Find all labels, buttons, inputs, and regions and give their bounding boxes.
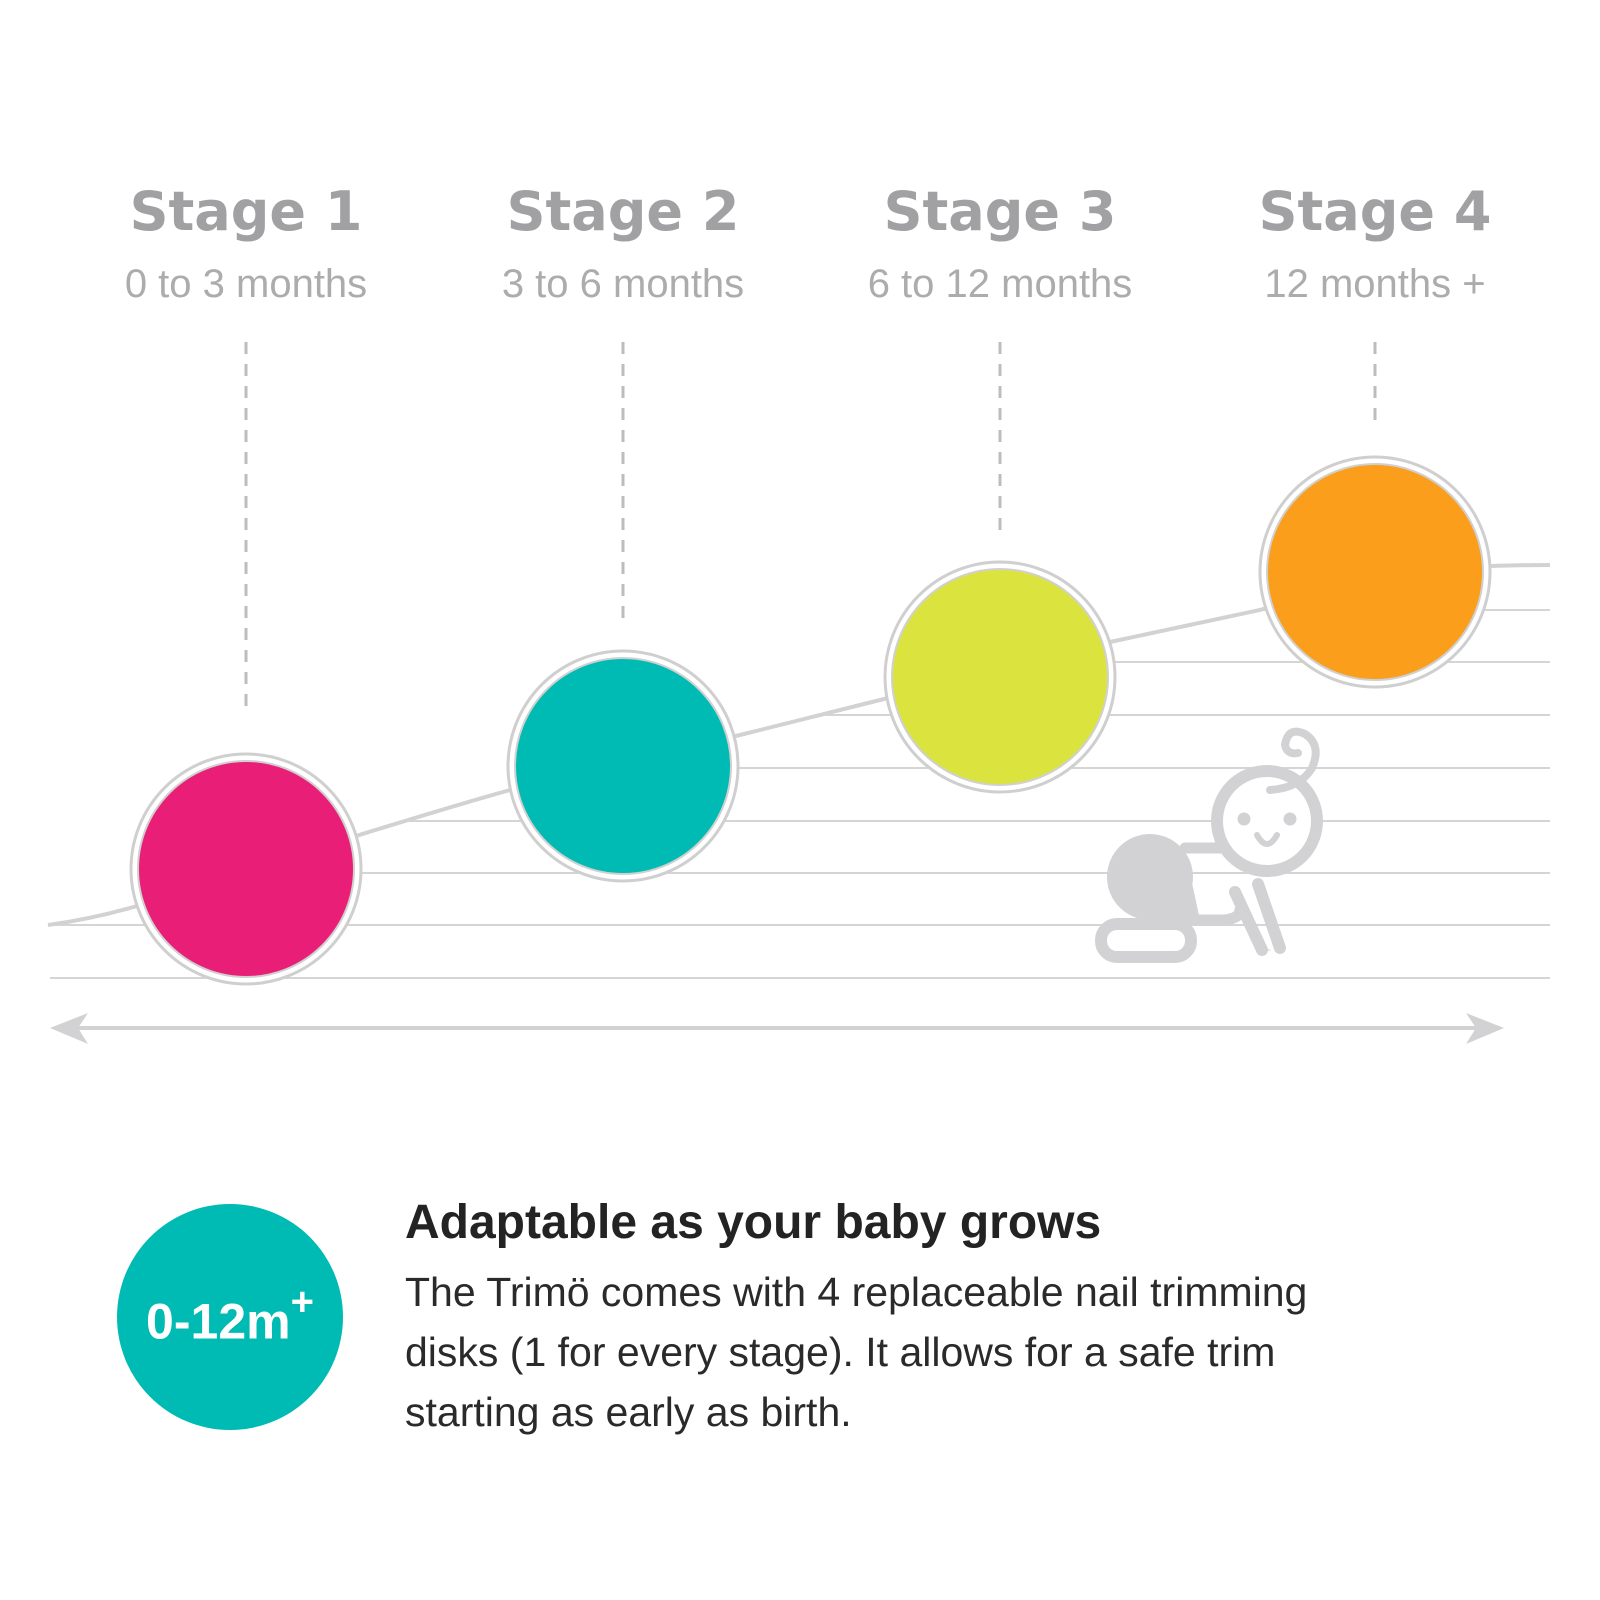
badge-superscript: + [290, 1280, 314, 1324]
badge-text: 0-12m [146, 1293, 291, 1350]
stage-title: Stage 2 [506, 180, 740, 243]
stage-title: Stage 4 [1258, 180, 1492, 243]
info-body: The Trimö comes with 4 replaceable nail … [405, 1269, 1308, 1435]
age-range-badge: 0-12m+ [117, 1204, 343, 1430]
stage-connectors [244, 342, 1377, 716]
stage-disk [891, 568, 1109, 786]
stage-disk [1266, 463, 1484, 681]
stage-title: Stage 3 [883, 180, 1117, 243]
stage-age-range: 0 to 3 months [124, 262, 368, 306]
double-arrow-icon [50, 1013, 1504, 1044]
stage-title: Stage 1 [129, 180, 363, 243]
stage-age-range: 3 to 6 months [501, 262, 745, 306]
stage-disks [129, 455, 1492, 986]
stage-age-range: 12 months + [1264, 262, 1486, 306]
curve-mask [0, 0, 1550, 925]
stage-age-range: 6 to 12 months [867, 262, 1133, 306]
stage-disk [137, 760, 355, 978]
stage-disk [514, 657, 732, 875]
info-title: Adaptable as your baby grows [405, 1196, 1102, 1249]
crawling-baby-icon [1095, 727, 1323, 963]
